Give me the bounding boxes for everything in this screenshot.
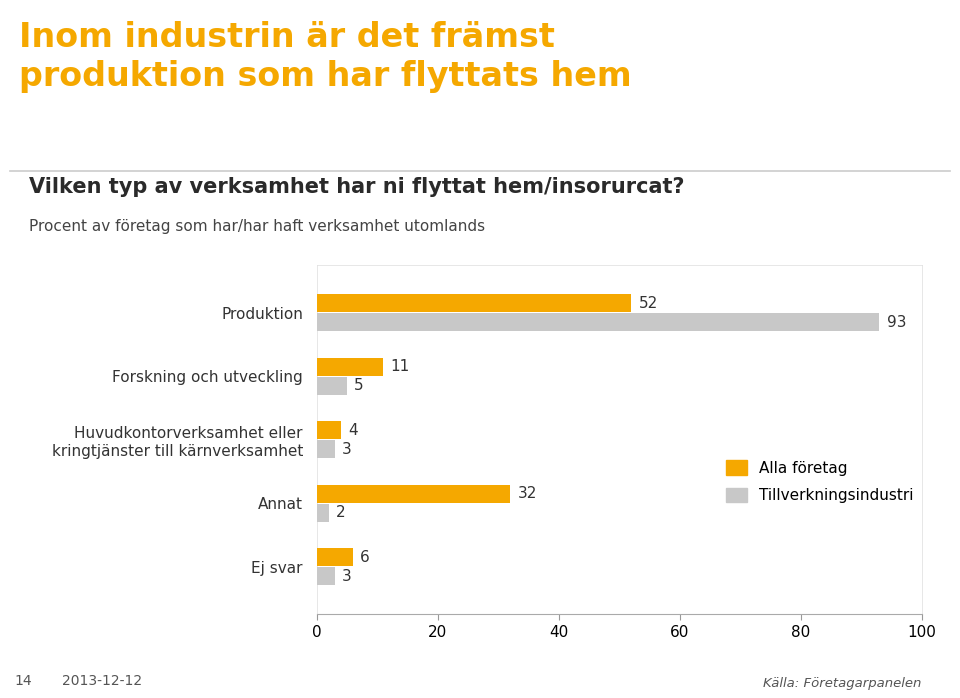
Text: Vilken typ av verksamhet har ni flyttat hem/insorurcat?: Vilken typ av verksamhet har ni flyttat … xyxy=(29,177,684,197)
Bar xyxy=(317,295,632,312)
Bar xyxy=(317,440,335,458)
Text: Källa: Företagarpanelen: Källa: Företagarpanelen xyxy=(763,677,922,690)
Text: 93: 93 xyxy=(886,315,906,330)
Text: Procent av företag som har/har haft verksamhet utomlands: Procent av företag som har/har haft verk… xyxy=(29,219,485,234)
Bar xyxy=(317,422,341,439)
Text: 11: 11 xyxy=(391,359,410,374)
Bar xyxy=(317,504,329,521)
Text: 52: 52 xyxy=(638,296,658,311)
Bar xyxy=(317,358,383,376)
Text: Inom industrin är det främst
produktion som har flyttats hem: Inom industrin är det främst produktion … xyxy=(19,21,632,94)
Text: 6: 6 xyxy=(360,549,371,565)
Text: 2: 2 xyxy=(336,505,346,520)
Bar xyxy=(317,377,348,394)
Text: 5: 5 xyxy=(354,378,364,393)
Bar xyxy=(317,567,335,585)
Text: 2013-12-12: 2013-12-12 xyxy=(62,674,142,688)
Text: 3: 3 xyxy=(342,442,352,456)
Bar xyxy=(317,313,879,332)
Text: 14: 14 xyxy=(14,674,32,688)
Text: 3: 3 xyxy=(342,569,352,584)
Legend: Alla företag, Tillverkningsindustri: Alla företag, Tillverkningsindustri xyxy=(726,460,914,503)
Text: 32: 32 xyxy=(517,487,537,501)
Bar xyxy=(317,548,353,566)
Bar xyxy=(317,485,511,503)
Text: 4: 4 xyxy=(348,423,358,438)
